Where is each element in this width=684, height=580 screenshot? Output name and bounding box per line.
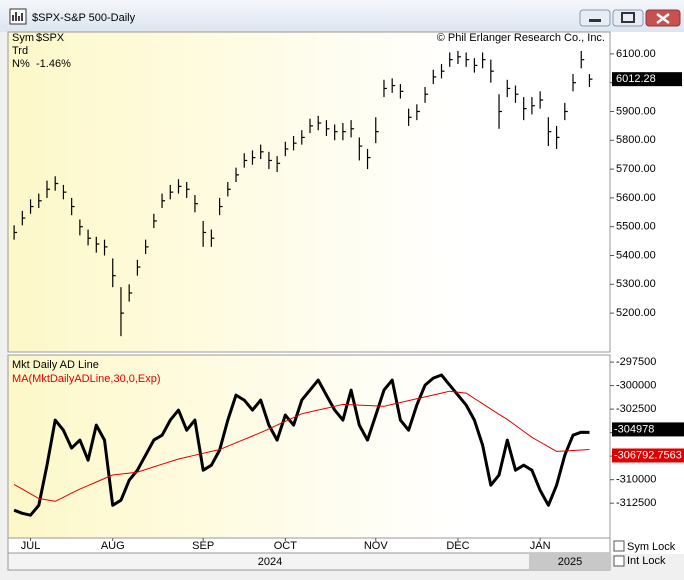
x-tick-label: JAN	[530, 540, 551, 552]
last-price-box	[612, 72, 682, 87]
maximize-button[interactable]	[612, 9, 644, 27]
int-lock-checkbox[interactable]	[613, 555, 625, 567]
minimize-glyph	[589, 19, 601, 22]
year-strip	[7, 552, 611, 571]
x-tick-label: SEP	[192, 540, 214, 552]
legend-entry: MA(MktDailyADLine,30,0,Exp)	[12, 373, 161, 385]
app-icon-glyph	[12, 12, 23, 21]
x-tick-label: NOV	[364, 540, 389, 552]
maximize-glyph	[621, 12, 635, 23]
minimize-button[interactable]	[579, 9, 611, 27]
info-key: Sym	[12, 32, 34, 44]
close-glyph	[656, 13, 670, 24]
year-label: 2024	[258, 556, 282, 568]
legend-entry: Mkt Daily AD Line	[12, 359, 99, 371]
y-tick-label: 5400.00	[616, 249, 656, 261]
last-value: -306792.7563	[614, 449, 682, 461]
last-value: -304978	[614, 423, 654, 435]
x-tick-label: DEC	[446, 540, 469, 552]
last-price: 6012.28	[616, 73, 656, 85]
y-tick-label: 6100.00	[616, 48, 656, 60]
y-tick-label: 5700.00	[616, 163, 656, 175]
x-tick-label: JUL	[21, 540, 41, 552]
window-title: $SPX-S&P 500-Daily	[32, 12, 136, 24]
y-tick-label: -310000	[616, 474, 656, 486]
moving-average-line	[13, 390, 590, 502]
y-tick-label: 5800.00	[616, 134, 656, 146]
y-tick-label: 5200.00	[616, 307, 656, 319]
y-tick-label: -297500	[616, 356, 656, 368]
sym-lock-checkbox[interactable]	[613, 540, 625, 552]
info-value: $SPX	[36, 32, 65, 44]
y-tick-label: -302500	[616, 403, 656, 415]
x-axis-strip	[7, 537, 611, 554]
info-key: Trd	[12, 45, 28, 57]
info-value: -1.46%	[36, 58, 71, 70]
price-panel	[7, 31, 611, 353]
y-tick-label: -312500	[616, 497, 656, 509]
y-tick-label: 5900.00	[616, 105, 656, 117]
copyright: © Phil Erlanger Research Co., Inc.	[437, 32, 605, 44]
last-value-box	[612, 422, 684, 437]
year-label: 2025	[558, 556, 582, 568]
last-value-box	[612, 448, 684, 463]
info-key: N%	[12, 58, 30, 70]
title-bar	[0, 0, 684, 32]
y-tick-label: 5600.00	[616, 192, 656, 204]
y-tick-label: 5500.00	[616, 221, 656, 233]
int-lock-label: Int Lock	[627, 555, 666, 567]
year-highlight	[529, 553, 610, 570]
sym-lock-label: Sym Lock	[627, 541, 676, 553]
y-tick-label: -300000	[616, 379, 656, 391]
x-tick-label: AUG	[101, 540, 125, 552]
x-tick-label: OCT	[274, 540, 298, 552]
y-tick-label: 5300.00	[616, 278, 656, 290]
ad-line	[13, 373, 590, 517]
